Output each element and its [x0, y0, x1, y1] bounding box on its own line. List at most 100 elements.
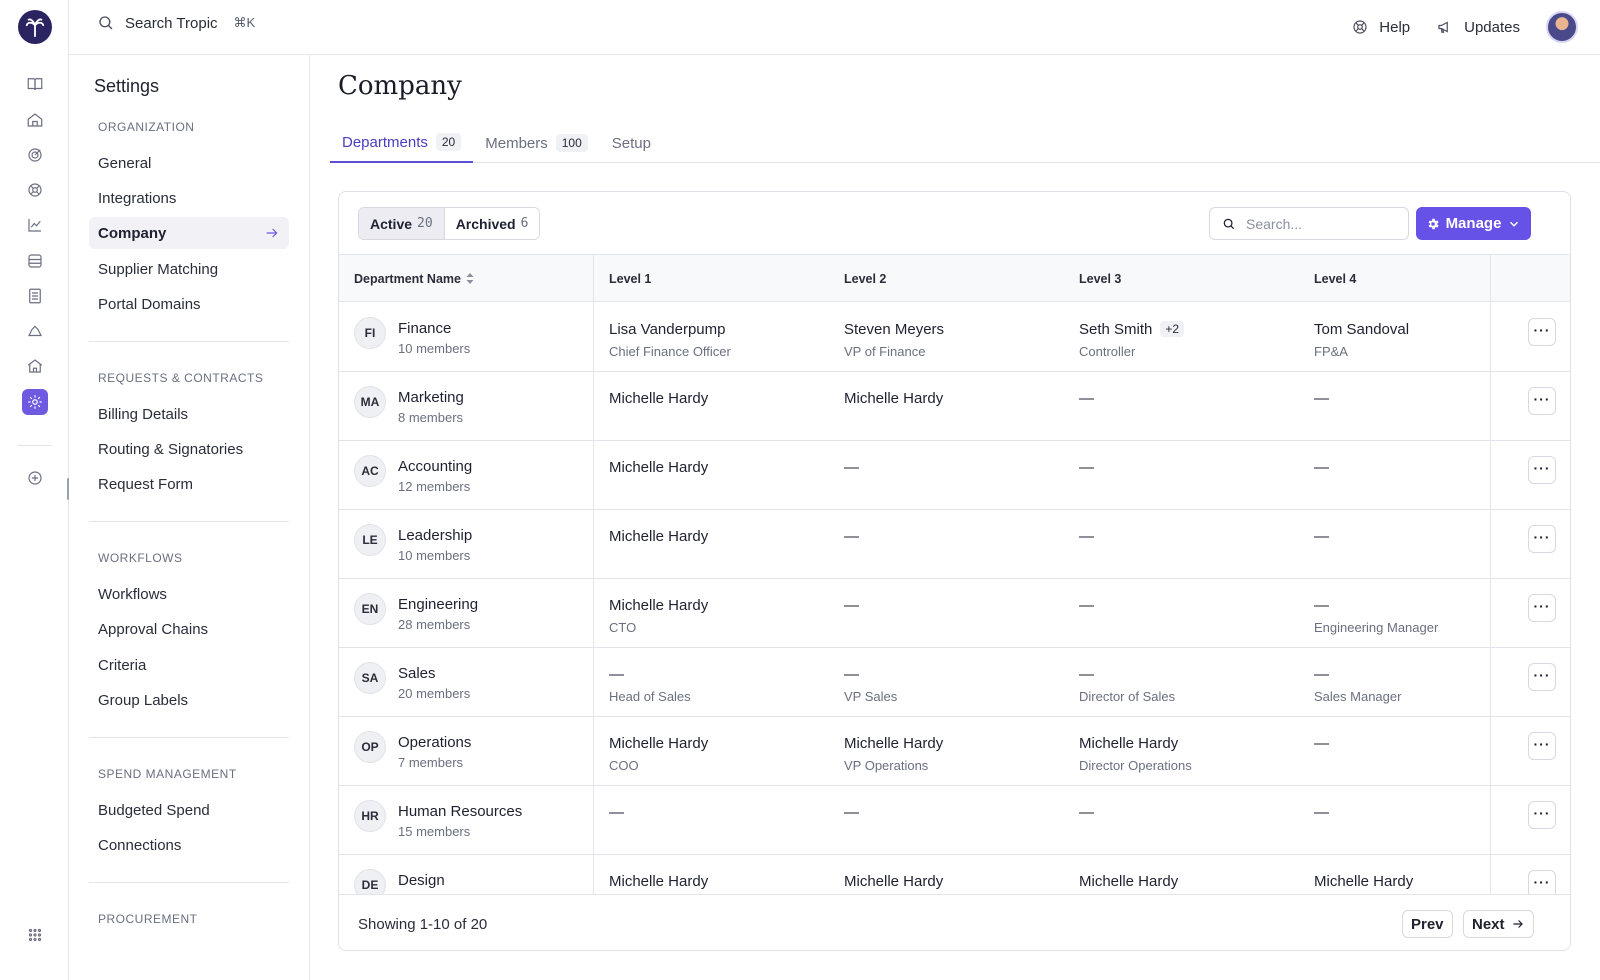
- table-row[interactable]: MA Marketing 8 members Michelle Hardy Michel…: [339, 371, 1570, 441]
- home-icon[interactable]: [22, 107, 48, 133]
- building-icon[interactable]: [22, 353, 48, 379]
- section-procurement: PROCUREMENT: [98, 912, 198, 926]
- document-icon[interactable]: [22, 283, 48, 309]
- department-name[interactable]: Operations: [398, 734, 472, 751]
- department-search-input[interactable]: [1246, 215, 1386, 232]
- row-actions-button[interactable]: ···: [1528, 801, 1556, 829]
- level-3-title: Director of Sales: [1079, 689, 1176, 704]
- level-2-cell: —: [844, 527, 1064, 545]
- add-circle-icon[interactable]: [22, 465, 48, 491]
- page-title: Company: [338, 71, 462, 101]
- page-tabs: Departments 20 Members 100 Setup: [330, 123, 1600, 163]
- level-1-person: Lisa Vanderpump: [609, 320, 726, 338]
- level-4-person: —: [1314, 734, 1329, 752]
- department-name[interactable]: Design: [398, 872, 445, 889]
- tab-setup[interactable]: Setup: [600, 123, 663, 163]
- prev-page-button[interactable]: Prev: [1402, 910, 1453, 938]
- nav-item-connections[interactable]: Connections: [98, 836, 182, 854]
- book-icon[interactable]: [22, 71, 48, 97]
- table-row[interactable]: SA Sales 20 members — Head of Sales — VP Sales…: [339, 647, 1570, 717]
- nav-item-supplier-matching[interactable]: Supplier Matching: [98, 260, 219, 278]
- row-actions-button[interactable]: ···: [1528, 663, 1556, 691]
- table-row[interactable]: DE Design Michelle Hardy Michelle Hardy Mich…: [339, 854, 1570, 894]
- tab-members[interactable]: Members 100: [473, 123, 600, 163]
- nav-item-general[interactable]: General: [98, 154, 152, 172]
- archive-icon[interactable]: [22, 248, 48, 274]
- global-search[interactable]: Search Tropic ⌘K: [97, 14, 255, 32]
- settings-gear-icon[interactable]: [22, 389, 48, 415]
- department-initials-badge: HR: [354, 800, 386, 832]
- chart-icon[interactable]: [22, 212, 48, 238]
- nav-item-budgeted-spend[interactable]: Budgeted Spend: [98, 801, 210, 819]
- level-2-cell: Michelle Hardy VP Operations: [844, 734, 1064, 774]
- level-3-cell: —: [1079, 389, 1299, 407]
- nav-item-workflows[interactable]: Workflows: [98, 585, 167, 603]
- rail-resize-handle[interactable]: [67, 478, 69, 500]
- row-actions-button[interactable]: ···: [1528, 594, 1556, 622]
- level-3-cell: —: [1079, 527, 1299, 545]
- filter-active[interactable]: Active 20: [359, 208, 444, 239]
- tab-setup-label: Setup: [611, 134, 651, 152]
- level-4-cell: —: [1314, 803, 1534, 821]
- updates-button[interactable]: Updates: [1436, 18, 1520, 36]
- level-2-person: —: [844, 803, 859, 821]
- level-3-cell: Michelle Hardy Director Operations: [1079, 734, 1299, 774]
- level-3-person: —: [1079, 665, 1094, 683]
- nav-item-group-labels[interactable]: Group Labels: [98, 691, 189, 709]
- department-name[interactable]: Sales: [398, 665, 436, 682]
- tab-departments[interactable]: Departments 20: [330, 123, 474, 163]
- tropic-logo[interactable]: [18, 10, 52, 44]
- icon-rail: [0, 0, 69, 980]
- section-workflows: WORKFLOWS: [98, 551, 183, 565]
- nav-item-integrations[interactable]: Integrations: [98, 189, 177, 207]
- row-actions-button[interactable]: ···: [1528, 318, 1556, 346]
- nav-item-routing-signatories[interactable]: Routing & Signatories: [98, 440, 244, 458]
- level-1-title: COO: [609, 758, 639, 773]
- department-name[interactable]: Finance: [398, 320, 452, 337]
- cloud-icon[interactable]: [22, 318, 48, 344]
- more-approvers-badge[interactable]: +2: [1160, 321, 1185, 337]
- filter-archived[interactable]: Archived 6: [443, 208, 540, 239]
- row-actions-button[interactable]: ···: [1528, 456, 1556, 484]
- nav-item-portal-domains[interactable]: Portal Domains: [98, 295, 201, 313]
- row-actions-button[interactable]: ···: [1528, 525, 1556, 553]
- nav-item-company[interactable]: Company: [89, 217, 289, 249]
- nav-item-request-form[interactable]: Request Form: [98, 475, 194, 493]
- level-4-cell: —: [1314, 458, 1534, 476]
- target-icon[interactable]: [22, 142, 48, 168]
- row-actions-button[interactable]: ···: [1528, 870, 1556, 894]
- row-actions-button[interactable]: ···: [1528, 387, 1556, 415]
- apps-grid-icon[interactable]: [22, 922, 48, 948]
- level-4-title: FP&A: [1314, 344, 1348, 359]
- search-icon: [99, 16, 113, 30]
- row-actions-button[interactable]: ···: [1528, 732, 1556, 760]
- department-name[interactable]: Engineering: [398, 596, 479, 613]
- column-header-level-4: Level 4: [1314, 271, 1357, 286]
- search-shortcut: ⌘K: [233, 15, 256, 30]
- section-requests-contracts: REQUESTS & CONTRACTS: [98, 371, 264, 385]
- level-4-title: Engineering Manager: [1314, 620, 1439, 635]
- department-name[interactable]: Human Resources: [398, 803, 523, 820]
- nav-item-billing-details[interactable]: Billing Details: [98, 405, 189, 423]
- department-name[interactable]: Leadership: [398, 527, 473, 544]
- nav-item-approval-chains[interactable]: Approval Chains: [98, 620, 209, 638]
- lifebuoy-icon[interactable]: [22, 177, 48, 203]
- table-row[interactable]: EN Engineering 28 members Michelle Hardy CTO…: [339, 578, 1570, 648]
- manage-button[interactable]: Manage: [1416, 207, 1531, 240]
- help-button[interactable]: Help: [1351, 18, 1410, 36]
- table-row[interactable]: OP Operations 7 members Michelle Hardy COO Mi…: [339, 716, 1570, 786]
- level-2-person: —: [844, 665, 859, 683]
- table-row[interactable]: HR Human Resources 15 members — — — — ···: [339, 785, 1570, 855]
- level-1-cell: — Head of Sales: [609, 665, 829, 705]
- table-row[interactable]: FI Finance 10 members Lisa Vanderpump Chief …: [339, 302, 1570, 372]
- column-header-department[interactable]: Department Name: [354, 255, 474, 302]
- level-4-person: —: [1314, 665, 1329, 683]
- nav-item-criteria[interactable]: Criteria: [98, 656, 147, 674]
- department-name[interactable]: Marketing: [398, 389, 464, 406]
- next-page-button[interactable]: Next: [1463, 910, 1534, 938]
- department-name[interactable]: Accounting: [398, 458, 473, 475]
- user-avatar[interactable]: [1546, 11, 1578, 43]
- table-row[interactable]: AC Accounting 12 members Michelle Hardy — — — ·…: [339, 440, 1570, 510]
- filter-archived-count: 6: [520, 216, 529, 231]
- table-row[interactable]: LE Leadership 10 members Michelle Hardy — — — ·…: [339, 509, 1570, 579]
